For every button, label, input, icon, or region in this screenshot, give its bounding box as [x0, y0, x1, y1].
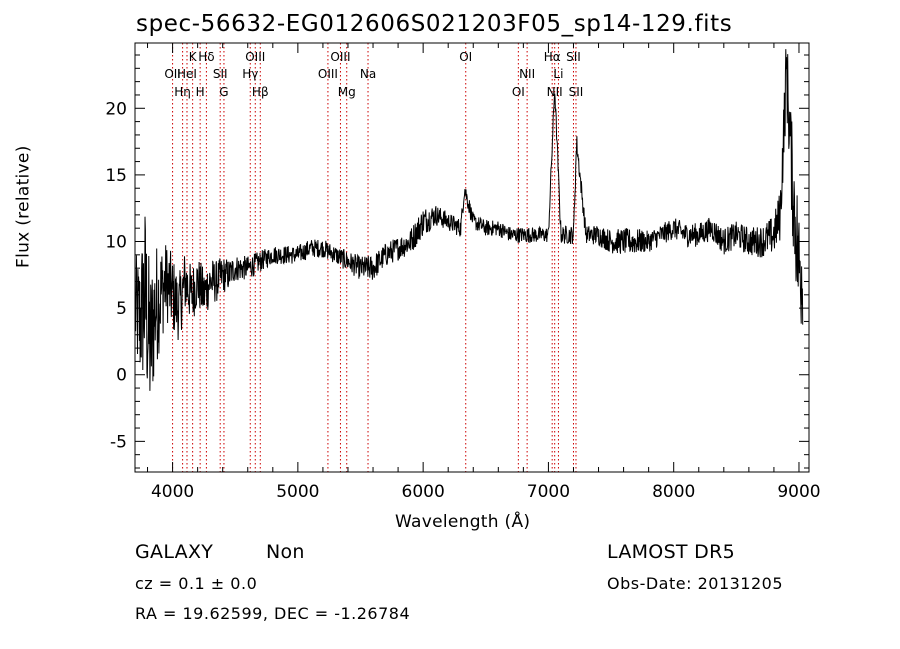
spectral-line-label-1: Hη	[174, 85, 191, 99]
spectral-line-label-16: OI	[512, 85, 525, 99]
spectral-line-label-13: Mg	[338, 85, 356, 99]
x-tick-label-6000: 6000	[402, 482, 445, 502]
spectral-line-label-6: SII	[213, 67, 228, 81]
spectral-line-label-12: OIII	[330, 50, 350, 64]
spectral-line-label-11: OIII	[318, 67, 338, 81]
x-tick-label-4000: 4000	[151, 482, 194, 502]
object-subclass: Non	[266, 541, 305, 563]
x-tick-label-8000: 8000	[652, 482, 695, 502]
y-tick-label-10: 10	[105, 233, 127, 253]
observation-date: Obs-Date: 20131205	[607, 574, 784, 593]
spectral-line-label-4: H	[196, 85, 205, 99]
spectral-line-label-17: NII	[519, 67, 535, 81]
spectral-line-label-10: Hβ	[252, 85, 269, 99]
spectral-line-label-21: SII	[566, 50, 581, 64]
y-tick-label-20: 20	[105, 99, 127, 119]
spectral-line-label-15: OI	[459, 50, 472, 64]
y-tick-label-0: 0	[116, 366, 127, 386]
spectral-line-label-19: NII	[547, 85, 563, 99]
redshift-cz: cz = 0.1 ± 0.0	[135, 574, 258, 593]
x-axis-label: Wavelength (Å)	[395, 512, 531, 532]
chart-title: spec-56632-EG012606S021203F05_sp14-129.f…	[136, 11, 733, 37]
spectrum-line	[134, 49, 804, 391]
spectral-line-label-9: OIII	[245, 50, 265, 64]
x-tick-label-7000: 7000	[527, 482, 570, 502]
ra-dec: RA = 19.62599, DEC = -1.26784	[135, 604, 411, 623]
spectral-line-label-20: Li	[553, 67, 563, 81]
survey-name: LAMOST DR5	[607, 541, 735, 563]
y-tick-label-15: 15	[105, 166, 127, 186]
spectral-line-label-8: Hγ	[242, 67, 258, 81]
spectral-line-label-7: G	[219, 85, 228, 99]
spectral-line-label-18: Hα	[544, 50, 561, 64]
x-tick-label-5000: 5000	[276, 482, 319, 502]
spectral-line-label-2: HeI	[177, 67, 197, 81]
plot-frame	[134, 42, 810, 473]
spectral-line-label-5: Hδ	[198, 50, 214, 64]
y-tick-label--5: -5	[110, 432, 127, 452]
spectral-line-label-22: SII	[569, 85, 584, 99]
spectral-line-label-0: OII	[164, 67, 181, 81]
y-tick-label-5: 5	[116, 299, 127, 319]
spectral-line-label-14: Na	[360, 67, 376, 81]
x-tick-label-9000: 9000	[777, 482, 820, 502]
object-class: GALAXY	[135, 541, 214, 563]
y-axis-label: Flux (relative)	[13, 145, 34, 268]
spectral-line-label-3: K	[189, 50, 198, 64]
